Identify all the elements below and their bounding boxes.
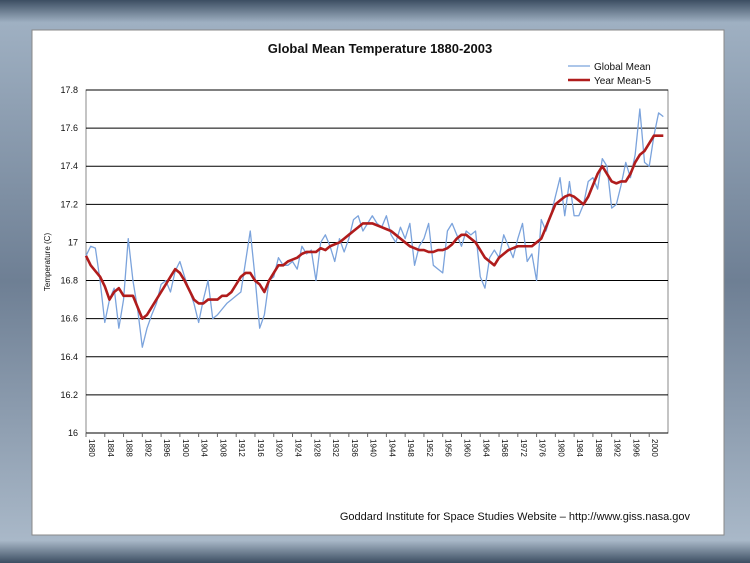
x-tick-label: 1912 (237, 439, 246, 457)
y-tick-label: 17.2 (60, 199, 78, 209)
series-line (84, 134, 664, 320)
x-tick-label: 1936 (350, 439, 359, 457)
x-tick-label: 1888 (125, 439, 134, 457)
x-tick-label: 1980 (556, 439, 565, 457)
x-tick-label: 1948 (406, 439, 415, 457)
legend-label: Global Mean (594, 62, 651, 73)
y-tick-label: 16.8 (60, 276, 78, 286)
x-tick-label: 1952 (425, 439, 434, 457)
x-tick-label: 1896 (162, 439, 171, 457)
x-tick-label: 1908 (218, 439, 227, 457)
x-tick-label: 1928 (312, 439, 321, 457)
y-tick-label: 16.2 (60, 390, 78, 400)
x-tick-label: 1916 (256, 439, 265, 457)
legend-label: Year Mean-5 (594, 76, 651, 87)
x-tick-label: 1904 (200, 439, 209, 457)
x-tick-label: 1972 (519, 439, 528, 457)
x-tick-label: 2000 (650, 439, 659, 457)
y-tick-label: 16.4 (60, 352, 78, 362)
x-tick-label: 1944 (387, 439, 396, 457)
x-tick-label: 1996 (631, 439, 640, 457)
y-tick-label: 17.8 (60, 85, 78, 95)
y-tick-label: 17 (68, 237, 78, 247)
x-tick-label: 1884 (106, 439, 115, 457)
x-tick-label: 1988 (594, 439, 603, 457)
x-tick-label: 1964 (481, 439, 490, 457)
source: Goddard Institute for Space Studies Webs… (340, 511, 691, 523)
x-tick-label: 1892 (143, 439, 152, 457)
x-tick-label: 1900 (181, 439, 190, 457)
x-tick-label: 1960 (462, 439, 471, 457)
x-tick-label: 1968 (500, 439, 509, 457)
x-tick-label: 1956 (444, 439, 453, 457)
series-line (85, 108, 664, 348)
y-tick-label: 16.6 (60, 314, 78, 324)
x-tick-label: 1920 (275, 439, 284, 457)
chart-title: Global Mean Temperature 1880-2003 (268, 41, 492, 56)
x-tick-label: 1880 (87, 439, 96, 457)
y-tick-label: 17.6 (60, 123, 78, 133)
y-axis-label: Temperature (C) (43, 233, 52, 292)
x-tick-label: 1984 (575, 439, 584, 457)
x-tick-label: 1924 (294, 439, 303, 457)
x-tick-label: 1940 (369, 439, 378, 457)
y-tick-label: 17.4 (60, 161, 78, 171)
x-tick-label: 1992 (613, 439, 622, 457)
x-tick-label: 1932 (331, 439, 340, 457)
x-tick-label: 1976 (538, 439, 547, 457)
plot-area (85, 89, 669, 434)
y-tick-label: 16 (68, 428, 78, 438)
